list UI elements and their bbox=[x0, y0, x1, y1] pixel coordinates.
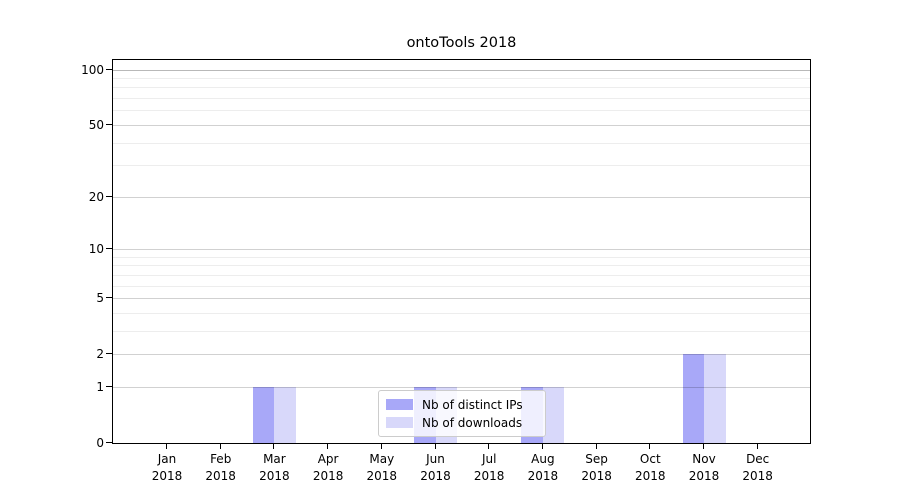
x-axis-tick-label: Mar 2018 bbox=[234, 451, 314, 484]
x-label-month: May bbox=[369, 452, 395, 466]
x-label-month: Sep bbox=[585, 452, 608, 466]
gridline-major bbox=[113, 69, 810, 71]
x-label-year: 2018 bbox=[473, 468, 505, 483]
x-label-year: 2018 bbox=[312, 468, 344, 483]
x-axis-tick bbox=[649, 443, 651, 449]
chart-title: ontoTools 2018 bbox=[406, 35, 517, 51]
x-axis-tick-label: Feb 2018 bbox=[181, 451, 261, 484]
x-label-month: Jun bbox=[426, 452, 445, 466]
gridline-major bbox=[113, 196, 810, 198]
x-axis-tick bbox=[273, 443, 275, 449]
x-axis-tick-label: Dec 2018 bbox=[718, 451, 798, 484]
x-label-month: Mar bbox=[263, 452, 286, 466]
x-axis-tick-label: Jan 2018 bbox=[127, 451, 207, 484]
x-label-year: 2018 bbox=[688, 468, 720, 483]
gridline-minor bbox=[113, 142, 810, 144]
legend-label-downloads: Nb of downloads bbox=[422, 415, 523, 430]
x-label-year: 2018 bbox=[151, 468, 183, 483]
y-axis-tick bbox=[106, 195, 112, 197]
x-label-month: Nov bbox=[692, 452, 716, 466]
x-axis-tick bbox=[595, 443, 597, 449]
x-label-year: 2018 bbox=[259, 468, 290, 483]
x-axis-tick-label: Nov 2018 bbox=[664, 451, 744, 484]
gridline-minor bbox=[113, 265, 810, 267]
legend-entry-downloads: Nb of downloads bbox=[386, 416, 538, 430]
y-axis-tick bbox=[106, 297, 112, 299]
x-axis-tick bbox=[219, 443, 221, 449]
x-axis-tick-label: Oct 2018 bbox=[610, 451, 690, 484]
bar-distinct-ips bbox=[252, 386, 275, 443]
gridline-minor bbox=[113, 87, 810, 89]
bar-downloads bbox=[542, 386, 565, 443]
x-axis-tick bbox=[756, 443, 758, 449]
x-label-year: 2018 bbox=[581, 468, 612, 483]
gridline-major bbox=[113, 124, 810, 126]
gridline-major bbox=[113, 354, 810, 356]
x-axis-tick bbox=[541, 443, 543, 449]
x-axis-tick bbox=[488, 443, 490, 449]
y-axis-tick-label: 5 bbox=[96, 291, 104, 306]
x-label-year: 2018 bbox=[742, 468, 773, 483]
gridline-minor bbox=[113, 98, 810, 100]
bar-downloads bbox=[274, 386, 296, 443]
gridline-major bbox=[113, 298, 810, 300]
x-axis-tick-label: Apr 2018 bbox=[288, 451, 368, 484]
y-axis-tick-label: 50 bbox=[88, 117, 104, 132]
legend-label-distinct-ips: Nb of distinct IPs bbox=[422, 397, 523, 412]
legend-entry-distinct-ips: Nb of distinct IPs bbox=[386, 398, 538, 412]
x-axis-tick bbox=[327, 443, 329, 449]
x-label-month: Oct bbox=[639, 452, 661, 466]
legend-swatch-distinct-ips bbox=[386, 399, 413, 410]
gridline-minor bbox=[113, 110, 810, 112]
x-label-year: 2018 bbox=[420, 468, 451, 483]
gridline-minor bbox=[113, 312, 810, 314]
x-label-month: Apr bbox=[317, 452, 339, 466]
y-axis-tick bbox=[106, 247, 112, 249]
x-label-month: Feb bbox=[210, 452, 232, 466]
x-axis-tick-label: Aug 2018 bbox=[503, 451, 583, 484]
x-label-year: 2018 bbox=[205, 468, 236, 483]
gridline-major bbox=[113, 248, 810, 250]
x-axis-tick-label: Sep 2018 bbox=[557, 451, 637, 484]
y-axis-tick bbox=[106, 353, 112, 355]
gridline-minor bbox=[113, 330, 810, 332]
x-axis-tick bbox=[434, 443, 436, 449]
y-axis-tick-label: 10 bbox=[88, 241, 104, 256]
y-axis-tick bbox=[106, 123, 112, 125]
plot-area bbox=[112, 59, 811, 444]
y-axis-tick bbox=[106, 442, 112, 443]
legend-swatch-downloads bbox=[386, 417, 413, 428]
bar-distinct-ips bbox=[682, 354, 704, 443]
gridline-minor bbox=[113, 285, 810, 287]
gridline-minor bbox=[113, 256, 810, 258]
gridline-minor bbox=[113, 274, 810, 276]
y-axis-tick-label: 0 bbox=[96, 436, 104, 450]
x-label-year: 2018 bbox=[527, 468, 559, 483]
x-label-month: Aug bbox=[531, 452, 555, 466]
y-axis-tick bbox=[106, 385, 112, 387]
y-axis-tick-label: 100 bbox=[81, 62, 104, 77]
x-axis-tick-label: Jun 2018 bbox=[396, 451, 476, 484]
legend: Nb of distinct IPs Nb of downloads bbox=[378, 390, 546, 437]
x-label-month: Jul bbox=[481, 452, 497, 466]
x-axis-tick bbox=[380, 443, 382, 449]
y-axis-tick-label: 2 bbox=[96, 347, 104, 362]
y-axis-tick-label: 1 bbox=[96, 379, 104, 394]
x-axis-tick bbox=[703, 443, 704, 449]
y-axis-tick bbox=[106, 68, 112, 70]
x-axis-tick bbox=[166, 443, 167, 449]
bar-downloads bbox=[704, 354, 726, 443]
x-label-year: 2018 bbox=[635, 468, 666, 483]
x-label-year: 2018 bbox=[366, 468, 398, 483]
gridline-major bbox=[113, 386, 810, 388]
x-axis-tick-label: May 2018 bbox=[342, 451, 422, 484]
gridline-minor bbox=[113, 165, 810, 167]
gridline-minor bbox=[113, 78, 810, 80]
x-label-month: Jan bbox=[157, 452, 177, 466]
x-label-month: Dec bbox=[746, 452, 770, 466]
x-axis-tick-label: Jul 2018 bbox=[449, 451, 529, 484]
y-axis-tick-label: 20 bbox=[88, 189, 104, 204]
